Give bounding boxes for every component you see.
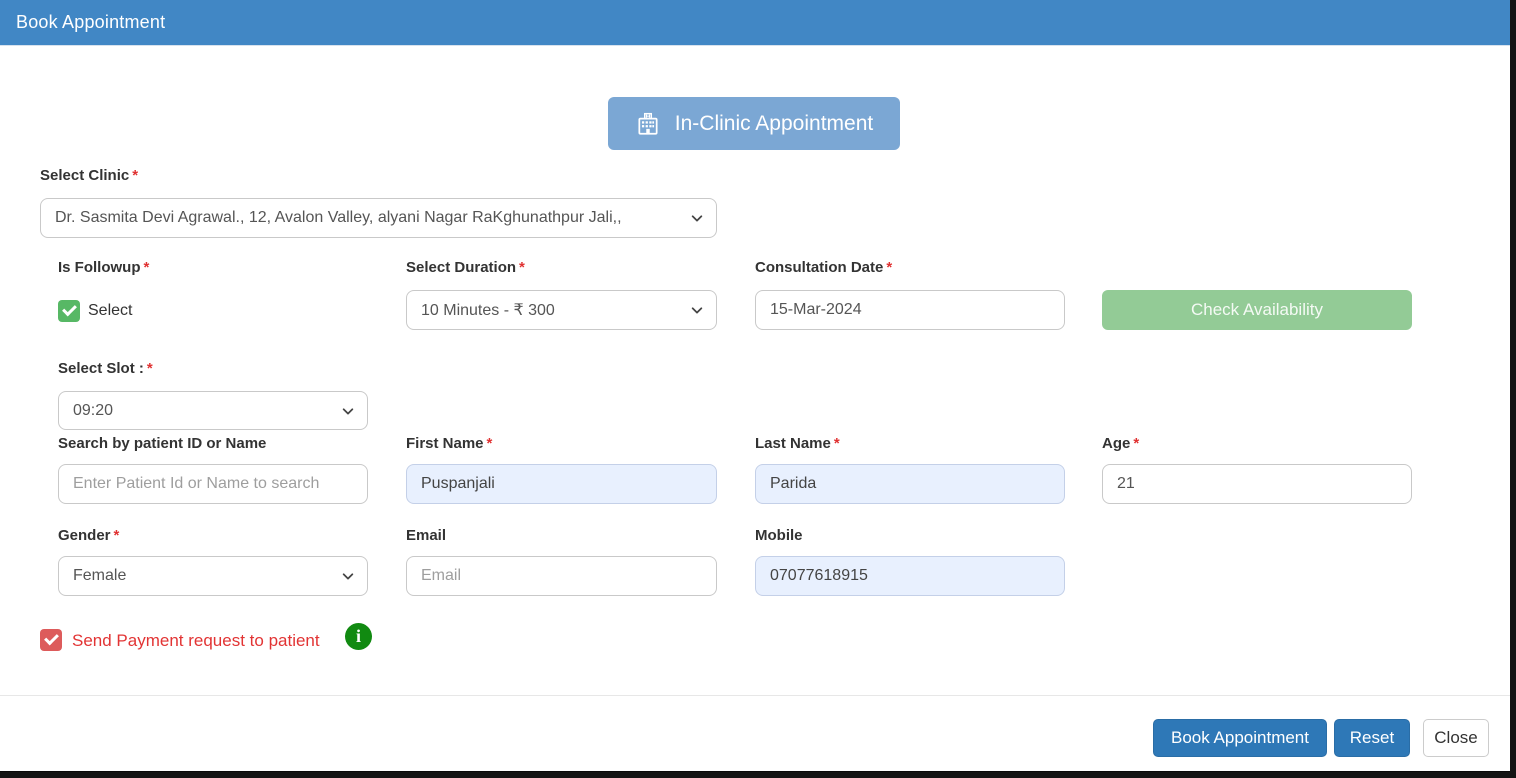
first-name-input[interactable]: [406, 464, 717, 504]
email-label: Email: [406, 527, 447, 544]
reset-button[interactable]: Reset: [1334, 719, 1410, 757]
email-input[interactable]: [406, 556, 717, 596]
select-duration-value: 10 Minutes - ₹ 300: [421, 302, 555, 319]
last-name-input[interactable]: [755, 464, 1065, 504]
required-asterisk: *: [486, 435, 493, 452]
send-payment-label: Send Payment request to patient: [72, 631, 320, 650]
select-slot-label: Select Slot : *: [58, 360, 153, 377]
select-clinic-dropdown[interactable]: Dr. Sasmita Devi Agrawal., 12, Avalon Va…: [40, 198, 717, 238]
required-asterisk: *: [1133, 435, 1140, 452]
chevron-down-icon: [690, 303, 704, 317]
last-name-label: Last Name *: [755, 435, 840, 452]
select-clinic-label: Select Clinic *: [40, 167, 139, 184]
is-followup-checkbox[interactable]: [58, 300, 80, 322]
modal-title: Book Appointment: [16, 12, 166, 32]
patient-search-label: Search by patient ID or Name: [58, 435, 267, 452]
select-slot-dropdown[interactable]: 09:20: [58, 391, 368, 430]
is-followup-label: Is Followup *: [58, 259, 150, 276]
required-asterisk: *: [143, 259, 150, 276]
book-appointment-button[interactable]: Book Appointment: [1153, 719, 1327, 757]
required-asterisk: *: [519, 259, 525, 276]
gender-value: Female: [73, 567, 127, 584]
required-asterisk: *: [833, 435, 840, 452]
select-clinic-value: Dr. Sasmita Devi Agrawal., 12, Avalon Va…: [55, 209, 622, 226]
required-asterisk: *: [146, 360, 153, 377]
first-name-label: First Name *: [406, 435, 493, 452]
in-clinic-appointment-label: In-Clinic Appointment: [674, 111, 874, 135]
chevron-down-icon: [341, 404, 355, 418]
consultation-date-label: Consultation Date *: [755, 259, 893, 276]
gender-dropdown[interactable]: Female: [58, 556, 368, 596]
check-availability-button[interactable]: Check Availability: [1102, 290, 1412, 330]
mobile-input[interactable]: [755, 556, 1065, 596]
is-followup-checkbox-label: Select: [88, 302, 133, 319]
in-clinic-appointment-button[interactable]: In-Clinic Appointment: [608, 97, 900, 150]
patient-search-input[interactable]: [58, 464, 368, 504]
select-duration-dropdown[interactable]: 10 Minutes - ₹ 300: [406, 290, 717, 330]
select-slot-value: 09:20: [73, 401, 114, 419]
gender-label: Gender *: [58, 527, 120, 544]
send-payment-checkbox[interactable]: [40, 629, 62, 651]
info-icon[interactable]: i: [345, 623, 372, 650]
mobile-label: Mobile: [755, 527, 803, 544]
required-asterisk: *: [113, 527, 120, 544]
modal-header: Book Appointment: [0, 0, 1510, 46]
footer-divider: [0, 695, 1510, 696]
age-input[interactable]: [1102, 464, 1412, 504]
required-asterisk: *: [886, 259, 893, 276]
required-asterisk: *: [132, 167, 139, 184]
select-duration-label: Select Duration *: [406, 259, 525, 276]
chevron-down-icon: [690, 211, 704, 225]
age-label: Age *: [1102, 435, 1140, 452]
close-button[interactable]: Close: [1423, 719, 1489, 757]
hospital-icon: [635, 111, 661, 137]
chevron-down-icon: [341, 569, 355, 583]
consultation-date-input[interactable]: [755, 290, 1065, 330]
